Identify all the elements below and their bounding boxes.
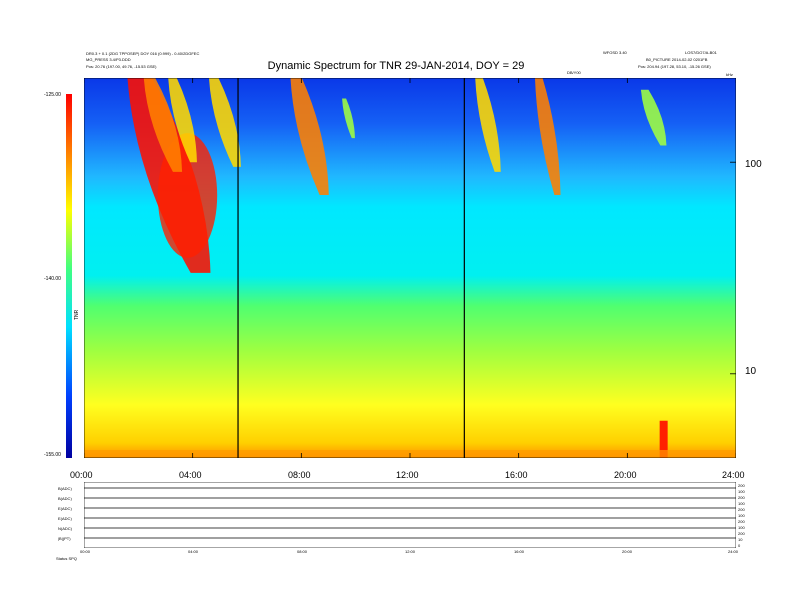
chart-title: Dynamic Spectrum for TNR 29-JAN-2014, DO… bbox=[267, 60, 525, 72]
header-info-right-4: Pos: 204.94 (197.28, 53.10, -15.26 GSE) bbox=[638, 64, 711, 69]
x-tick-label: 24:00 bbox=[722, 470, 745, 480]
sub-right-tick: 200 bbox=[738, 507, 745, 512]
sub-right-tick: 100 bbox=[738, 525, 745, 530]
sub-x-tick-label: 12:00 bbox=[405, 549, 416, 554]
type-iii-burst bbox=[168, 78, 197, 163]
type-iii-burst bbox=[640, 89, 667, 146]
colorbar-unit: TNR bbox=[74, 309, 80, 320]
sub-right-tick: 200 bbox=[738, 531, 745, 536]
low-frequency-event bbox=[659, 420, 668, 458]
header-info-right-3: B0_PICTURE 2014-02-02 0201FB bbox=[646, 57, 708, 62]
spectrogram bbox=[84, 78, 736, 458]
sub-right-tick: 10 bbox=[738, 537, 743, 542]
sub-x-tick-label: 16:00 bbox=[514, 549, 525, 554]
sub-right-tick: 100 bbox=[738, 501, 745, 506]
header-unit-corner: kHz bbox=[726, 72, 733, 77]
x-tick-label: 12:00 bbox=[396, 470, 419, 480]
colorbar bbox=[66, 94, 72, 458]
sub-right-tick: 100 bbox=[738, 513, 745, 518]
sub-right-tick: 200 bbox=[738, 483, 745, 488]
colorbar-gradient bbox=[66, 94, 72, 458]
sub-x-tick-label: 00:00 bbox=[80, 549, 91, 554]
sub-right-tick: 200 bbox=[738, 495, 745, 500]
y-tick-label: 100 bbox=[745, 159, 762, 170]
type-iii-burst bbox=[342, 98, 355, 139]
colorbar-tick-label: -140.00 bbox=[44, 276, 61, 282]
x-tick-label: 00:00 bbox=[70, 470, 93, 480]
header-info-left-2: MG_PRESS 3.4/P3.DDD bbox=[86, 57, 131, 62]
sub-right-tick: 100 bbox=[738, 489, 745, 494]
sub-panel-label: B(ADC) bbox=[58, 486, 72, 491]
sub-right-tick: 0 bbox=[738, 543, 741, 548]
type-iii-burst bbox=[534, 78, 561, 195]
x-tick-label: 04:00 bbox=[179, 470, 202, 480]
time-series-panels bbox=[84, 482, 736, 548]
type-iii-burst bbox=[475, 78, 501, 172]
sub-panel-label: N(ADC) bbox=[58, 526, 72, 531]
x-tick-label: 16:00 bbox=[505, 470, 528, 480]
header-center-small: DB/Y00 bbox=[567, 70, 581, 75]
colorbar-tick-label: -125.00 bbox=[44, 92, 61, 98]
x-tick-label: 08:00 bbox=[288, 470, 311, 480]
status-footer: Status SPQ bbox=[56, 556, 77, 561]
type-iii-burst bbox=[143, 78, 183, 172]
sub-x-tick-label: 20:00 bbox=[622, 549, 633, 554]
y-tick-label: 10 bbox=[745, 366, 757, 377]
header-info-left-3: Pos: 20.76 (197.00, 49.76, -15.53 GSE) bbox=[86, 64, 157, 69]
sub-panel-label: B(ADC) bbox=[58, 496, 72, 501]
sub-x-tick-label: 08:00 bbox=[297, 549, 308, 554]
sub-right-tick: 200 bbox=[738, 519, 745, 524]
x-tick-label: 20:00 bbox=[614, 470, 637, 480]
colorbar-tick-label: -155.00 bbox=[44, 452, 61, 458]
type-iii-burst bbox=[208, 78, 241, 167]
header-info-right-1: WFOSD 3.40 bbox=[603, 50, 627, 55]
sub-panel-label: E(ADC) bbox=[58, 506, 72, 511]
sub-panel-label: E(ADC) bbox=[58, 516, 72, 521]
header-info-left-1: DR0.3 + 0.1 (2DG TPPOSEP) DOY 016 (0.999… bbox=[86, 51, 200, 56]
header-info-right-2: LOS7/DO7/A-B01 bbox=[685, 50, 717, 55]
type-iii-burst bbox=[290, 78, 329, 195]
sub-panel-label: |B|(PT) bbox=[58, 536, 71, 541]
sub-x-tick-label: 24:00 bbox=[728, 549, 739, 554]
sub-x-tick-label: 04:00 bbox=[188, 549, 199, 554]
